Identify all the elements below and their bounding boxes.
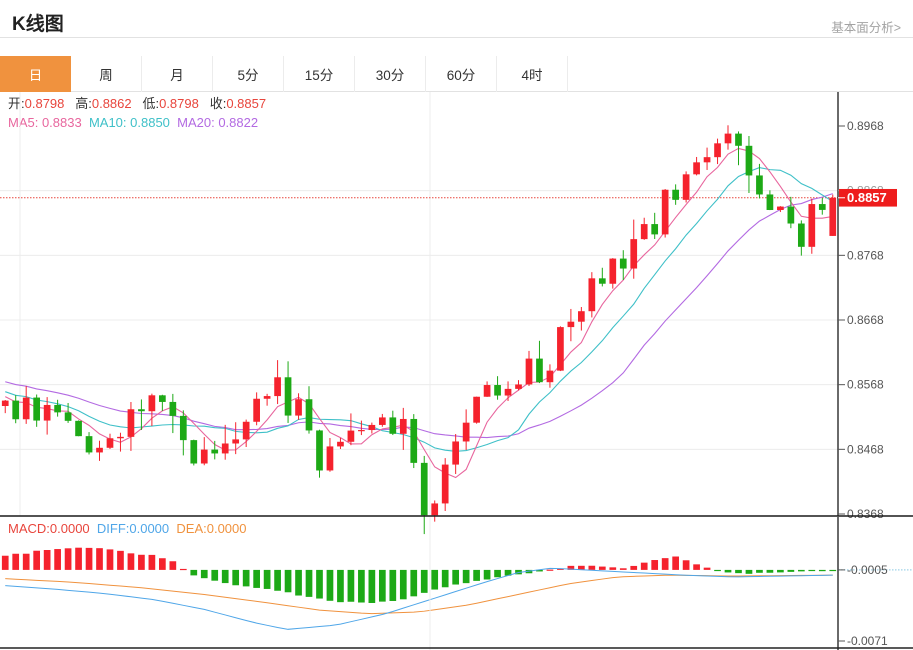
svg-text:0.8968: 0.8968	[847, 119, 884, 133]
svg-text:0.8468: 0.8468	[847, 442, 884, 456]
svg-text:0.8668: 0.8668	[847, 313, 884, 327]
svg-text:0.8857: 0.8857	[847, 190, 887, 205]
svg-text:-0.0005: -0.0005	[847, 563, 888, 577]
svg-text:0.8768: 0.8768	[847, 248, 884, 262]
svg-text:-0.0071: -0.0071	[847, 634, 888, 648]
svg-text:0.8368: 0.8368	[847, 507, 884, 521]
svg-text:0.8568: 0.8568	[847, 378, 884, 392]
